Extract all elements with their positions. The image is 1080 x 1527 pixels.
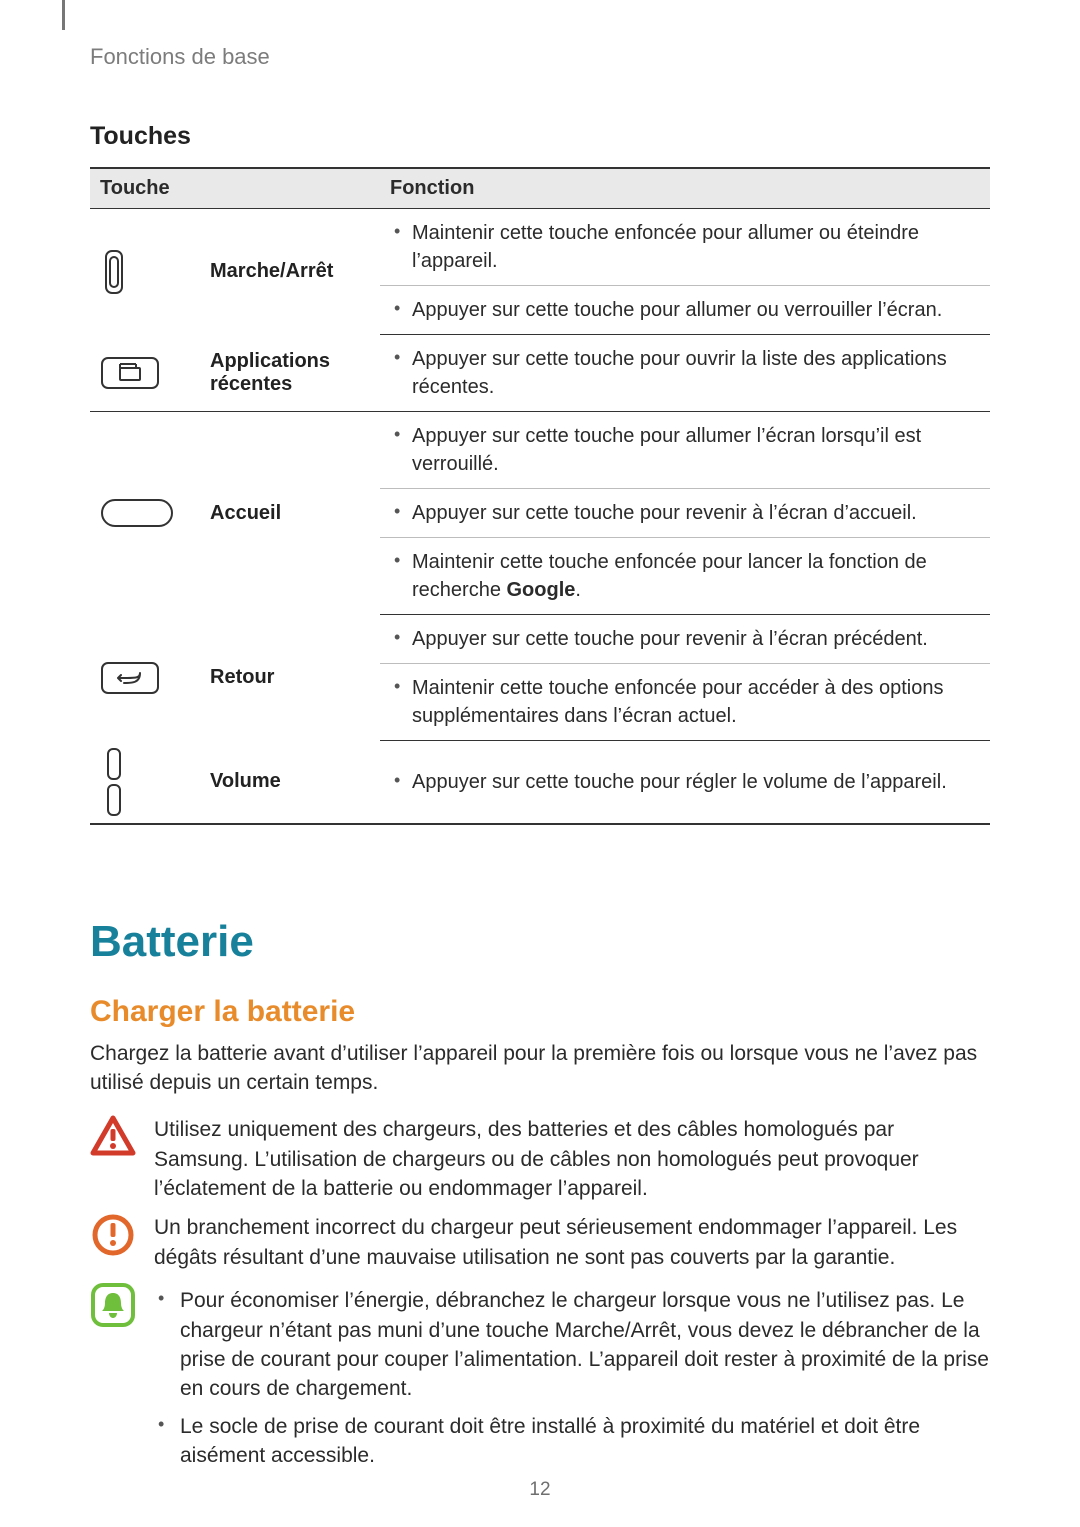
key-function: Maintenir cette touche enfoncée pour lan…	[380, 538, 990, 615]
intro-paragraph: Chargez la batterie avant d’utiliser l’a…	[90, 1039, 990, 1098]
bullet-text: Appuyer sur cette touche pour revenir à …	[390, 495, 980, 531]
warning-triangle-icon	[90, 1115, 136, 1203]
key-label: Accueil	[200, 412, 380, 615]
table-row: Retour Appuyer sur cette touche pour rev…	[90, 615, 990, 664]
table-row: Marche/Arrêt Maintenir cette touche enfo…	[90, 209, 990, 286]
section-heading-touches: Touches	[90, 122, 990, 151]
key-function: Appuyer sur cette touche pour revenir à …	[380, 489, 990, 538]
keys-table: Touche Fonction Marche/Arrêt Maintenir c…	[90, 167, 990, 825]
heading-charger: Charger la batterie	[90, 995, 990, 1029]
table-row: Applications récentes Appuyer sur cette …	[90, 335, 990, 412]
key-label: Marche/Arrêt	[200, 209, 380, 335]
info-text: Pour économiser l’énergie, débranchez le…	[154, 1282, 990, 1474]
bullet-text: Maintenir cette touche enfoncée pour acc…	[390, 670, 980, 734]
home-key-icon	[90, 412, 200, 615]
key-function: Appuyer sur cette touche pour régler le …	[380, 741, 990, 824]
bullet-text: Le socle de prise de courant doit être i…	[154, 1408, 990, 1475]
warning-text: Utilisez uniquement des chargeurs, des b…	[154, 1115, 990, 1203]
caution-note: Un branchement incorrect du chargeur peu…	[90, 1213, 990, 1272]
power-key-icon	[90, 209, 200, 335]
key-function: Maintenir cette touche enfoncée pour all…	[380, 209, 990, 286]
page-number: 12	[0, 1479, 1080, 1501]
bullet-text: Maintenir cette touche enfoncée pour all…	[390, 215, 980, 279]
recent-apps-key-icon	[90, 335, 200, 412]
bullet-text: Appuyer sur cette touche pour ouvrir la …	[390, 341, 980, 405]
key-function: Appuyer sur cette touche pour allumer l’…	[380, 412, 990, 489]
table-row: Volume Appuyer sur cette touche pour rég…	[90, 741, 990, 824]
key-label: Retour	[200, 615, 380, 741]
key-label: Applications récentes	[200, 335, 380, 412]
key-function: Appuyer sur cette touche pour revenir à …	[380, 615, 990, 664]
warning-note: Utilisez uniquement des chargeurs, des b…	[90, 1115, 990, 1203]
bullet-text: Appuyer sur cette touche pour régler le …	[390, 764, 980, 800]
manual-page: Fonctions de base Touches Touche Fonctio…	[0, 0, 1080, 1527]
caution-circle-icon	[90, 1213, 136, 1272]
bullet-text: Appuyer sur cette touche pour revenir à …	[390, 621, 980, 657]
volume-key-icon	[90, 741, 200, 824]
table-row: Accueil Appuyer sur cette touche pour al…	[90, 412, 990, 489]
table-header-fonction: Fonction	[380, 168, 990, 209]
bullet-text: Appuyer sur cette touche pour allumer l’…	[390, 418, 980, 482]
key-label: Volume	[200, 741, 380, 824]
key-function: Appuyer sur cette touche pour ouvrir la …	[380, 335, 990, 412]
bullet-text: Appuyer sur cette touche pour allumer ou…	[390, 292, 980, 328]
info-bell-icon	[90, 1282, 136, 1474]
bullet-text: Pour économiser l’énergie, débranchez le…	[154, 1282, 990, 1408]
heading-batterie: Batterie	[90, 917, 990, 967]
back-key-icon	[90, 615, 200, 741]
key-function: Maintenir cette touche enfoncée pour acc…	[380, 664, 990, 741]
info-note: Pour économiser l’énergie, débranchez le…	[90, 1282, 990, 1474]
page-mark	[62, 0, 65, 30]
breadcrumb: Fonctions de base	[90, 44, 990, 70]
bullet-text: Maintenir cette touche enfoncée pour lan…	[390, 544, 980, 608]
table-header-touche: Touche	[90, 168, 380, 209]
caution-text: Un branchement incorrect du chargeur peu…	[154, 1213, 990, 1272]
key-function: Appuyer sur cette touche pour allumer ou…	[380, 286, 990, 335]
